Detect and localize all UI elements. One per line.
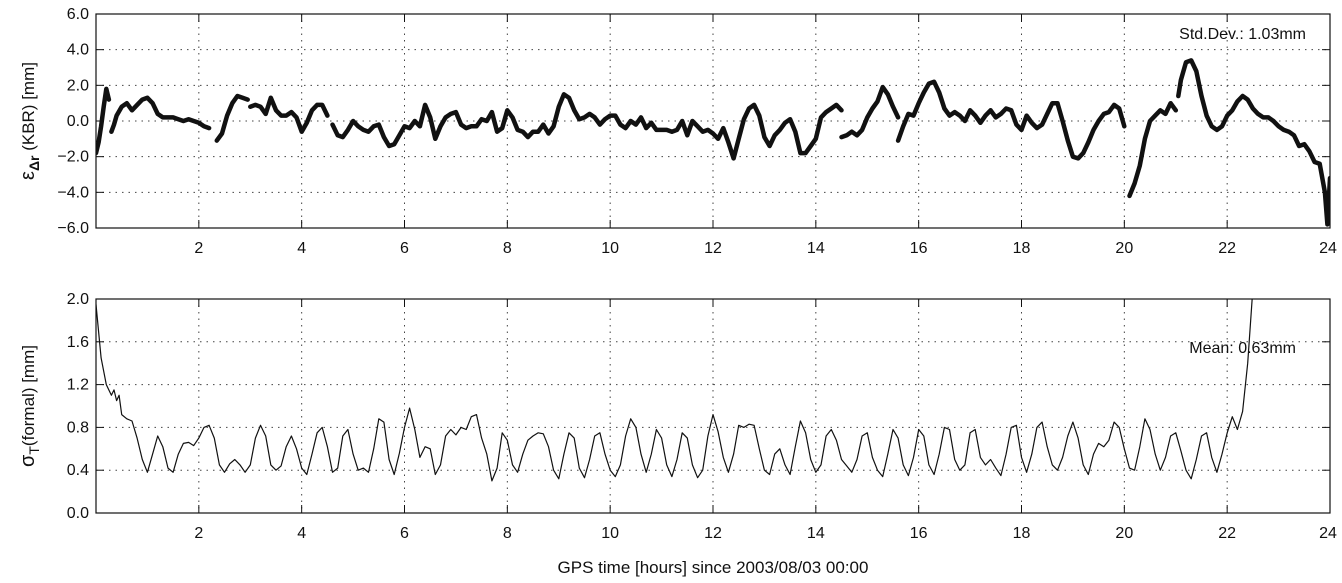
y-tick-label: −6.0 (57, 220, 89, 237)
y-axis-label: εΔr (KBR) [mm] (17, 62, 42, 180)
y-tick-label: 1.2 (67, 377, 89, 394)
x-tick-label: 2 (194, 240, 203, 257)
x-tick-label: 16 (910, 240, 928, 257)
x-tick-label: 2 (194, 525, 203, 542)
y-tick-labels: 0.0 0.4 0.8 1.2 1.6 2.0 (67, 291, 89, 522)
x-tick-label: 8 (503, 240, 512, 257)
data-points (96, 58, 1330, 227)
x-tick-labels: 2 4 6 8 10 12 14 16 18 20 22 24 (194, 240, 1337, 257)
data-point-trace (895, 79, 1127, 161)
y-axis-label: σT(formal) [mm] (17, 345, 42, 467)
x-tick-label: 10 (601, 240, 619, 257)
plot-area-frame (95, 298, 1331, 514)
grid-lines (96, 299, 1330, 513)
y-tick-labels: −6.0 −4.0 −2.0 0.0 2.0 4.0 6.0 (57, 6, 89, 237)
x-tick-label: 4 (297, 240, 306, 257)
y-axis-label-text: (KBR) [mm] (19, 62, 38, 156)
x-tick-labels: 2 4 6 8 10 12 14 16 18 20 22 24 (194, 525, 1337, 542)
y-tick-label: 6.0 (67, 6, 89, 23)
y-axis-label-text: (formal) [mm] (19, 345, 38, 446)
x-tick-label: 18 (1013, 240, 1031, 257)
y-tick-label: 1.6 (67, 334, 89, 351)
y-axis-label-symbol: ε (17, 171, 39, 180)
x-tick-label: 22 (1218, 240, 1236, 257)
x-tick-label: 16 (910, 525, 928, 542)
grid-lines (96, 14, 1330, 228)
data-point-trace (839, 84, 901, 140)
data-line (96, 299, 1253, 482)
data-point-trace (96, 86, 112, 156)
x-tick-label: 6 (400, 240, 409, 257)
y-tick-label: 4.0 (67, 42, 89, 59)
x-tick-label: 6 (400, 525, 409, 542)
data-point-trace (109, 95, 212, 134)
y-tick-label: 0.8 (67, 419, 89, 436)
data-point-trace (1176, 58, 1330, 227)
data-point-trace (248, 95, 330, 134)
annotation-mean: Mean: 0.63mm (1189, 340, 1296, 357)
data-point-trace (214, 93, 250, 143)
y-tick-label: 0.0 (67, 505, 89, 522)
y-tick-label: 2.0 (67, 77, 89, 94)
y-tick-label: 2.0 (67, 291, 89, 308)
annotation-stddev: Std.Dev.: 1.03mm (1179, 26, 1306, 43)
formal-error-panel: 2 4 6 8 10 12 14 16 18 20 22 24 0.00.40.81.21.62.0 … (17, 291, 1337, 542)
y-tick-label: 0.4 (67, 462, 89, 479)
x-tick-label: 18 (1013, 525, 1031, 542)
x-tick-label: 14 (807, 240, 825, 257)
x-tick-label: 12 (704, 525, 722, 542)
y-tick-label: −4.0 (57, 184, 89, 201)
tick-marks (96, 298, 1331, 514)
x-tick-label: 10 (601, 525, 619, 542)
data-point-trace (330, 92, 844, 161)
kbr-residual-panel: 2 4 6 8 10 12 14 16 18 20 22 24 −6.0−4.0−2.00.02.04… (17, 6, 1337, 257)
tick-marks (96, 13, 1331, 229)
x-tick-label: 22 (1218, 525, 1236, 542)
series-line (96, 299, 1253, 482)
x-tick-label: 4 (297, 525, 306, 542)
x-axis-label: GPS time [hours] since 2003/08/03 00:00 (558, 558, 869, 577)
y-tick-label: −2.0 (57, 149, 89, 166)
plot-area-frame (95, 13, 1331, 229)
x-tick-label: 24 (1319, 525, 1337, 542)
y-tick-label: 0.0 (67, 113, 89, 130)
x-tick-label: 24 (1319, 240, 1337, 257)
x-tick-label: 12 (704, 240, 722, 257)
x-tick-label: 20 (1115, 240, 1133, 257)
x-tick-label: 14 (807, 525, 825, 542)
y-axis-label-subscript: T (26, 446, 42, 455)
y-axis-label-symbol: σ (17, 454, 39, 467)
x-tick-label: 20 (1115, 525, 1133, 542)
x-tick-label: 8 (503, 525, 512, 542)
data-point-trace (1127, 100, 1179, 199)
y-axis-label-subscript: Δr (26, 155, 42, 171)
